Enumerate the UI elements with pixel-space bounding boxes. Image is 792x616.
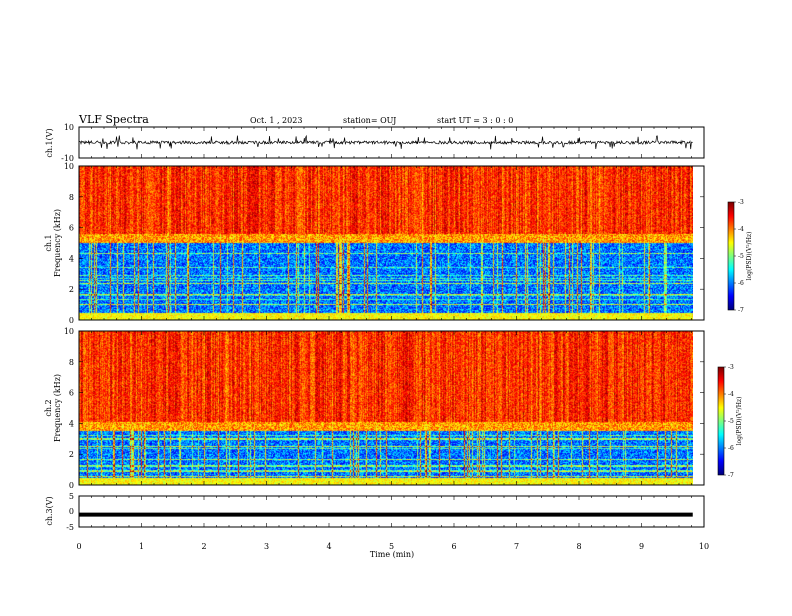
colorbar-tick-label: -3	[728, 364, 734, 371]
y-tick-label: 6	[69, 224, 74, 233]
start-time-label: start UT = 3 : 0 : 0	[437, 116, 513, 125]
ch1-colorbar-label: log(PSD)(V²/Hz)	[746, 232, 753, 281]
date-label: Oct. 1 , 2023	[250, 116, 302, 125]
ch2-spec-ylabel: Frequency (kHz)	[53, 374, 62, 442]
ch2-colorbar-ticks: -3 -4 -5 -6 -7	[724, 364, 734, 479]
ch2-colorbar	[718, 367, 724, 475]
colorbar-tick-label: -6	[728, 445, 734, 452]
ch3-ytick-mid: 0	[69, 507, 74, 516]
ch1-colorbar-ticks: -3 -4 -5 -6 -7	[734, 199, 744, 314]
y-tick-label: 6	[69, 389, 74, 398]
ch3-ytick-bottom: -5	[66, 523, 74, 532]
colorbar-tick-label: -4	[728, 391, 734, 398]
y-tick-label: 2	[69, 285, 74, 294]
y-tick-label: 0	[69, 316, 74, 325]
ch3-xticks	[78, 496, 705, 527]
colorbar-tick-label: -6	[738, 280, 744, 287]
x-tick-label: 3	[264, 542, 269, 551]
ch1-spectrogram-image	[79, 166, 693, 320]
y-tick-label: 10	[64, 162, 74, 171]
ch1-ytick-bottom: -10	[61, 154, 74, 163]
y-tick-label: 8	[69, 358, 74, 367]
ch1-spec-yticks: 0 2 4 6 8 10	[64, 162, 704, 325]
figure-title: VLF Spectra	[78, 113, 149, 126]
colorbar-tick-label: -5	[728, 418, 734, 425]
y-tick-label: 10	[64, 327, 74, 336]
colorbar-tick-label: -3	[738, 199, 744, 206]
x-tick-label: 10	[699, 542, 709, 551]
x-tick-label: 5	[389, 542, 394, 551]
station-label: station= OUJ	[343, 116, 396, 125]
ch1-waveform-panel: ch.1(V) 10 -10	[45, 123, 705, 163]
colorbar-tick-label: -7	[738, 307, 744, 314]
y-tick-label: 2	[69, 450, 74, 459]
y-tick-label: 0	[69, 481, 74, 490]
ch2-colorbar-label: log(PSD)(V²/Hz)	[736, 397, 743, 446]
x-tick-label: 2	[201, 542, 206, 551]
ch3-panel: ch.3(V) 5 0 -5 0 1 2 3 4 5 6 7 8 9 10 Time (min)	[45, 492, 709, 559]
time-axis-tick-labels: 0 1 2 3 4 5 6 7 8 9 10	[76, 542, 709, 551]
ch1-ytick-top: 10	[64, 123, 74, 132]
colorbar-tick-label: -4	[738, 226, 744, 233]
ch2-spec-yticks: 0 2 4 6 8 10	[64, 327, 704, 490]
x-tick-label: 8	[576, 542, 581, 551]
y-tick-label: 4	[69, 254, 74, 263]
ch1-xticks	[78, 127, 705, 158]
ch3-ylabel: ch.3(V)	[45, 496, 54, 525]
ch1-waveform-line	[78, 134, 693, 150]
time-axis-label: Time (min)	[370, 550, 414, 559]
ch1-spec-channel-label: ch.1	[44, 234, 53, 251]
x-tick-label: 7	[514, 542, 519, 551]
ch1-colorbar	[728, 202, 734, 310]
x-tick-label: 4	[326, 542, 331, 551]
colorbar-tick-label: -7	[728, 472, 734, 479]
ch2-spec-channel-label: ch.2	[44, 399, 53, 416]
ch1-ylabel: ch.1(V)	[45, 128, 54, 157]
ch1-spec-ylabel: Frequency (kHz)	[53, 209, 62, 277]
y-tick-label: 8	[69, 193, 74, 202]
colorbar-tick-label: -5	[738, 253, 744, 260]
y-tick-label: 4	[69, 419, 74, 428]
x-tick-label: 1	[139, 542, 144, 551]
x-tick-label: 9	[639, 542, 644, 551]
x-tick-label: 0	[76, 542, 81, 551]
ch3-ytick-top: 5	[69, 492, 74, 501]
ch2-spec-xticks	[78, 331, 705, 485]
ch1-spec-xticks	[78, 166, 705, 320]
ch2-spectrogram-image	[79, 331, 693, 485]
x-tick-label: 6	[451, 542, 456, 551]
